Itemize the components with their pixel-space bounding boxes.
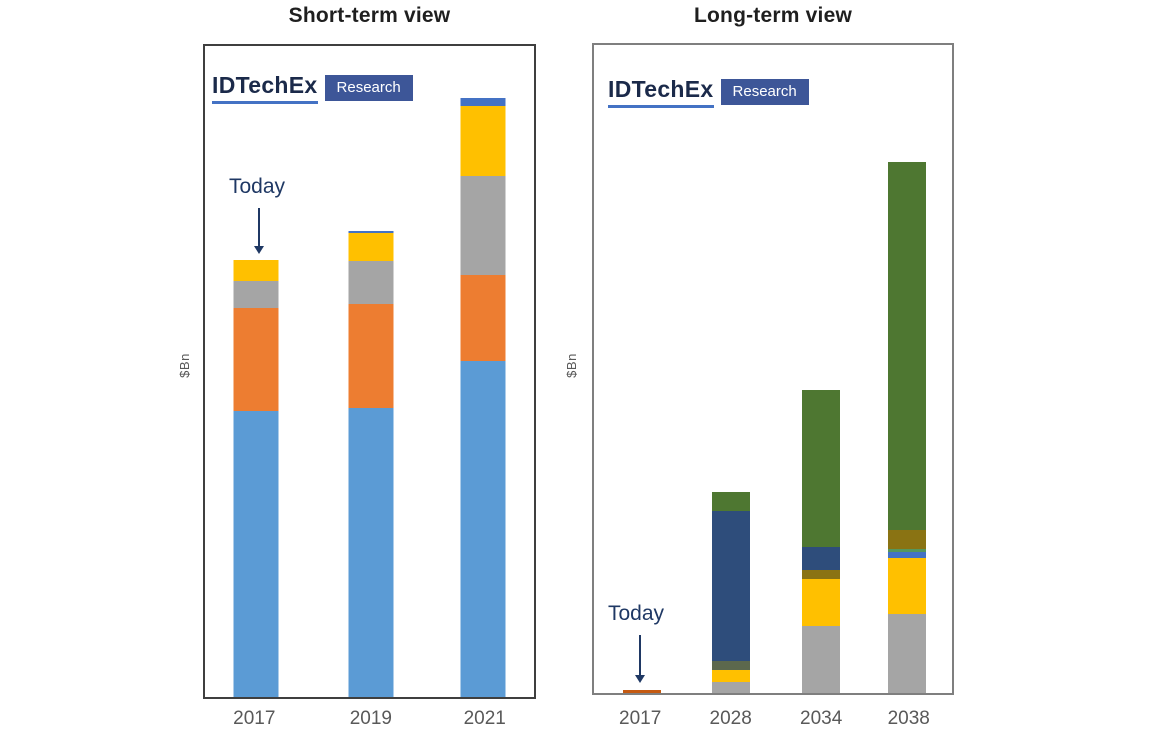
today-label: Today [229,175,286,198]
bar-segment-light-blue [460,361,506,697]
bar-segment-gray [801,626,840,693]
long-term-chart: Long-term view IDTechEx Research Today $… [564,0,954,743]
bar-segment-gold [888,558,927,614]
bar-segment-dark-gold [801,570,840,579]
bar-segment-medium-blue [348,231,394,233]
idtechex-logo: IDTechEx Research [608,78,809,108]
x-axis-labels: 2017 2028 2034 2038 [592,708,954,736]
bar-segment-gold [712,670,751,682]
down-arrow-icon [254,208,264,254]
bar-segment-navy [712,511,751,661]
bar-segment-navy [801,547,840,570]
bar-segment-orange [348,304,394,408]
bar-segment-gold [348,233,394,261]
x-axis-label: 2017 [619,708,662,729]
bar-segment-gray [233,281,279,308]
x-axis-label: 2034 [800,708,843,729]
bar-segment-dark-gold [888,530,927,549]
stacked-bar-2017 [622,690,661,693]
idtechex-logo: IDTechEx Research [212,74,413,104]
chart-title: Short-term view [288,4,451,27]
research-badge: Research [324,75,413,101]
x-axis-label: 2028 [709,708,752,729]
bar-segment-light-blue [348,408,394,697]
bar-segment-light-blue [233,411,279,697]
bars-container [205,46,534,697]
bar-segment-gold [460,106,506,176]
y-axis-label: $Bn [563,353,579,378]
bar-segment-medium-blue [460,98,506,106]
y-axis-label: $Bn [176,353,192,378]
x-axis-label: 2017 [233,708,276,729]
x-axis-label: 2038 [887,708,930,729]
bar-segment-dark-orange [622,690,661,693]
plot-area: IDTechEx Research Today [203,44,536,699]
bar-segment-gold [801,579,840,626]
x-axis-labels: 2017 2019 2021 [203,708,536,736]
bar-segment-gold [233,260,279,281]
stacked-bar-2028 [712,492,751,693]
stacked-bar-2038 [888,162,927,693]
bar-segment-gray [712,682,751,693]
bar-segment-teal-green [888,549,927,552]
stacked-bar-2019 [348,231,394,697]
bar-segment-green [801,390,840,547]
chart-title: Long-term view [694,4,852,27]
idtechex-wordmark: IDTechEx [212,74,318,104]
bar-segment-gray [888,614,927,693]
bar-segment-gray [348,261,394,304]
bar-segment-medium-blue [888,552,927,558]
down-arrow-icon [635,635,645,683]
stacked-bar-2034 [801,390,840,693]
bar-segment-orange [233,308,279,411]
today-label: Today [608,602,665,625]
research-badge: Research [720,79,809,105]
plot-area: IDTechEx Research Today [592,43,954,695]
stacked-bar-2021 [460,98,506,697]
x-axis-label: 2019 [349,708,392,729]
bar-segment-gray [460,176,506,275]
idtechex-wordmark: IDTechEx [608,78,714,108]
bar-segment-olive-gray [712,661,751,670]
bar-segment-green [888,162,927,530]
x-axis-label: 2021 [463,708,506,729]
short-term-chart: Short-term view IDTechEx Research Today … [177,0,536,743]
bar-segment-orange [460,275,506,361]
bar-segment-green [712,492,751,511]
bars-container [594,45,952,693]
stacked-bar-2017 [233,260,279,697]
